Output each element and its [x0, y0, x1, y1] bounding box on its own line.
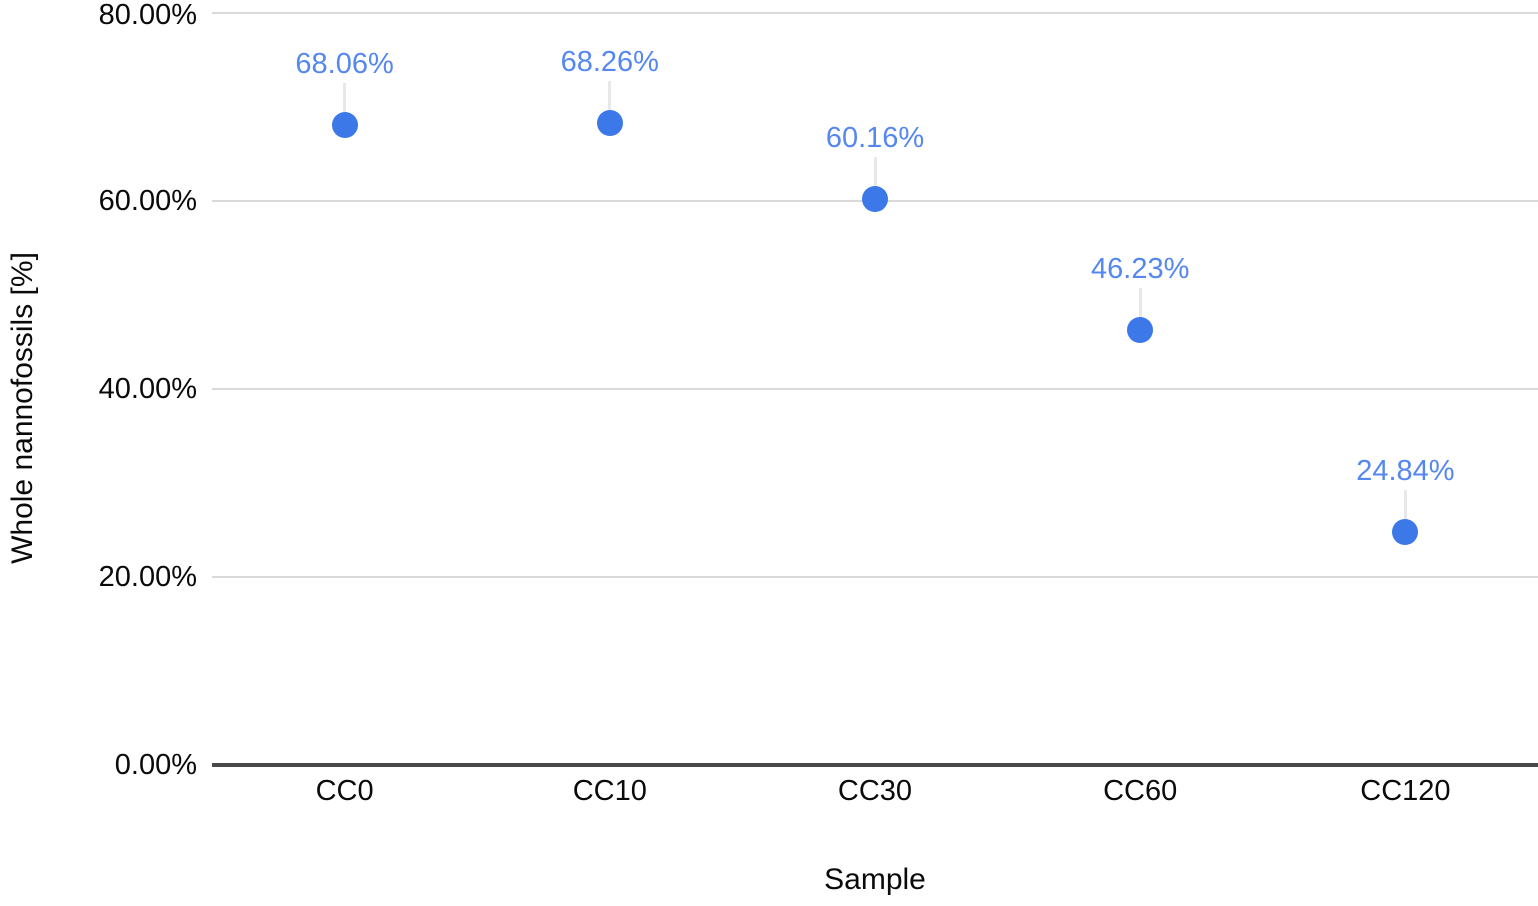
- gridline: [212, 12, 1538, 14]
- gridline: [212, 576, 1538, 578]
- data-point-value-label: 46.23%: [1091, 253, 1190, 286]
- x-axis-title: Sample: [824, 863, 926, 896]
- data-point-CC10[interactable]: [596, 110, 623, 137]
- gridline: [212, 388, 1538, 390]
- x-axis-tick-label: CC10: [572, 775, 647, 807]
- y-axis-title: Whole nannofossils [%]: [6, 252, 39, 564]
- y-axis-tick-label: 60.00%: [98, 185, 197, 217]
- data-label-leader-line: [343, 83, 347, 113]
- y-axis-tick-label: 20.00%: [98, 561, 197, 593]
- data-point-value-label: 60.16%: [825, 122, 925, 155]
- data-point-CC120[interactable]: [1392, 518, 1419, 545]
- y-axis-tick-label: 0.00%: [114, 749, 197, 781]
- data-label-leader-line: [873, 157, 877, 187]
- y-axis-tick-label: 80.00%: [98, 0, 197, 31]
- x-axis-line: [212, 763, 1538, 767]
- data-point-value-label: 68.06%: [295, 48, 394, 81]
- data-label-leader-line: [1403, 489, 1407, 519]
- data-point-CC0[interactable]: [331, 112, 358, 139]
- x-axis-tick-label: CC0: [315, 775, 374, 807]
- data-point-value-label: 68.26%: [560, 46, 659, 79]
- data-point-value-label: 24.84%: [1356, 454, 1455, 487]
- x-axis-tick-label: CC30: [837, 775, 913, 807]
- data-point-CC60[interactable]: [1127, 317, 1154, 344]
- x-axis-tick-label: CC120: [1360, 775, 1451, 807]
- x-axis-tick-label: CC60: [1103, 775, 1178, 807]
- data-label-leader-line: [608, 81, 612, 111]
- data-label-leader-line: [1138, 288, 1142, 318]
- y-axis-tick-label: 40.00%: [98, 373, 197, 405]
- data-point-CC30[interactable]: [862, 186, 888, 213]
